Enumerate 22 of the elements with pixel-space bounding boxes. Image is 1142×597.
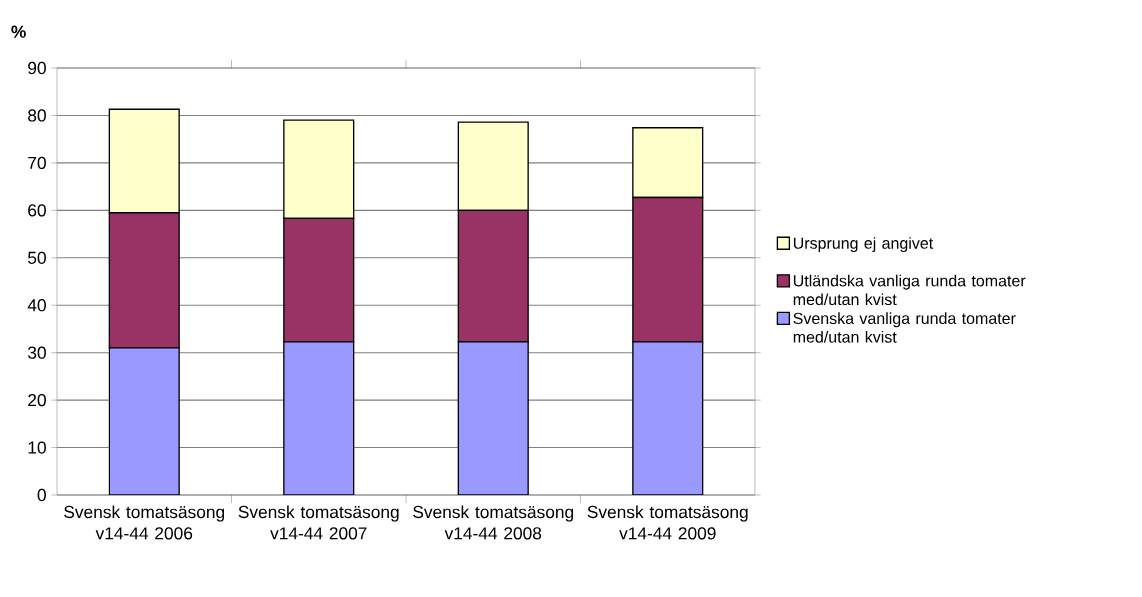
y-tick-label: 50 [28, 251, 46, 264]
y-tick-label: 70 [28, 156, 46, 170]
bar [457, 341, 529, 495]
y-tick-label: 60 [28, 204, 46, 217]
x-tick-label: Svensk tomatsäsong v14-44 2007 [238, 505, 399, 540]
y-tick-label: 80 [28, 109, 46, 122]
x-tick-label: Svensk tomatsäsong v14-44 2009 [587, 505, 748, 540]
x-tick-label: Svensk tomatsäsong v14-44 2008 [413, 505, 574, 540]
bar [632, 341, 704, 495]
y-tick-label: 0 [37, 488, 46, 502]
y-tick-label: 90 [28, 61, 46, 75]
legend-label: Ursprung ej angivet [793, 237, 934, 253]
legend-label: Svenska vanliga runda tomater med/utan kvist [793, 312, 1016, 343]
y-tick-label: 20 [28, 393, 46, 407]
y-tick-label: 30 [27, 346, 46, 359]
x-tick-label: Svensk tomatsäsong v14-44 2006 [64, 505, 225, 540]
y-tick-label: 10 [28, 441, 46, 454]
bar [283, 341, 355, 495]
y-axis-title: % [11, 25, 26, 38]
legend-label: Utländska vanliga runda tomater med/utan kvist [793, 274, 1026, 306]
bar [108, 347, 180, 495]
y-tick-label: 40 [27, 299, 46, 312]
